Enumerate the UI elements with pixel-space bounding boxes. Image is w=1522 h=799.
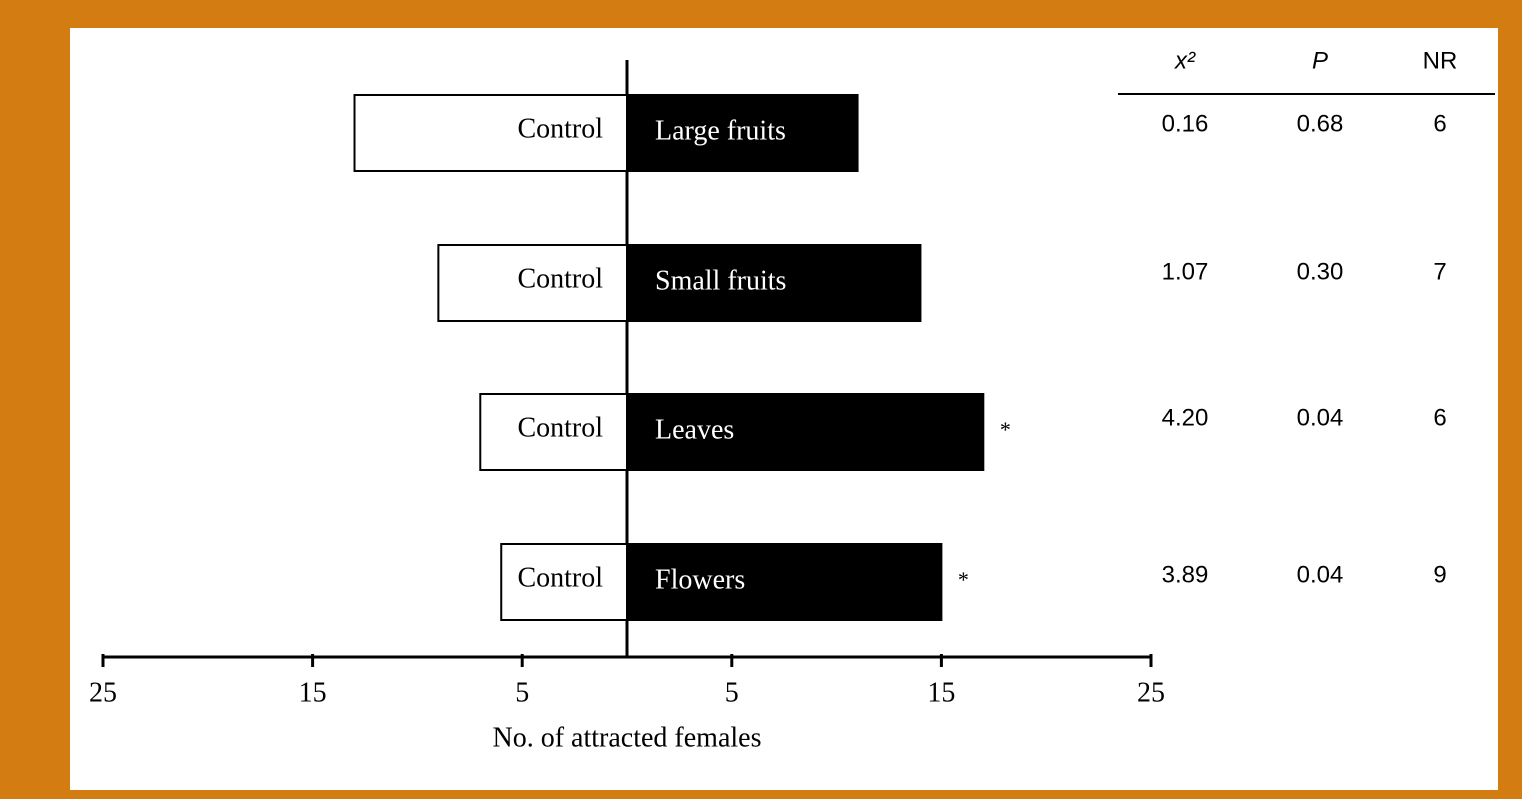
x-axis-label: No. of attracted females [493, 722, 762, 753]
bar-label: Control [517, 412, 603, 443]
bar [626, 244, 922, 322]
bar [626, 94, 859, 172]
category-label: Flowers [655, 564, 745, 595]
x-tick-label: 15 [299, 677, 327, 708]
bar-label: Control [517, 562, 603, 593]
table-cell: 6 [1433, 404, 1446, 431]
table-cell: 9 [1433, 561, 1446, 588]
table-cell: 1.07 [1162, 258, 1209, 285]
significance-mark: * [1000, 417, 1011, 442]
bar-label: Control [517, 113, 603, 144]
table-header: P [1312, 47, 1328, 74]
table-cell: 6 [1433, 110, 1446, 137]
table-cell: 7 [1433, 258, 1446, 285]
table-cell: 3.89 [1162, 561, 1209, 588]
table-cell: 4.20 [1162, 404, 1209, 431]
table-header: NR [1423, 47, 1458, 74]
table-cell: 0.04 [1297, 404, 1344, 431]
x-tick-label: 5 [725, 677, 739, 708]
table-header: x² [1174, 47, 1196, 74]
x-tick-label: 25 [1137, 677, 1165, 708]
x-tick-label: 5 [515, 677, 529, 708]
table-cell: 0.30 [1297, 258, 1344, 285]
category-label: Large fruits [655, 115, 786, 146]
bar [500, 543, 628, 621]
table-cell: 0.16 [1162, 110, 1209, 137]
table-cell: 0.04 [1297, 561, 1344, 588]
category-label: Leaves [655, 414, 734, 445]
bar [353, 94, 628, 172]
category-label: Small fruits [655, 265, 786, 296]
table-cell: 0.68 [1297, 110, 1344, 137]
bar-label: Control [517, 263, 603, 294]
bar [626, 543, 943, 621]
x-tick-label: 15 [927, 677, 955, 708]
significance-mark: * [958, 567, 969, 592]
bar [626, 393, 985, 471]
bar [479, 393, 628, 471]
x-tick-label: 25 [89, 677, 117, 708]
